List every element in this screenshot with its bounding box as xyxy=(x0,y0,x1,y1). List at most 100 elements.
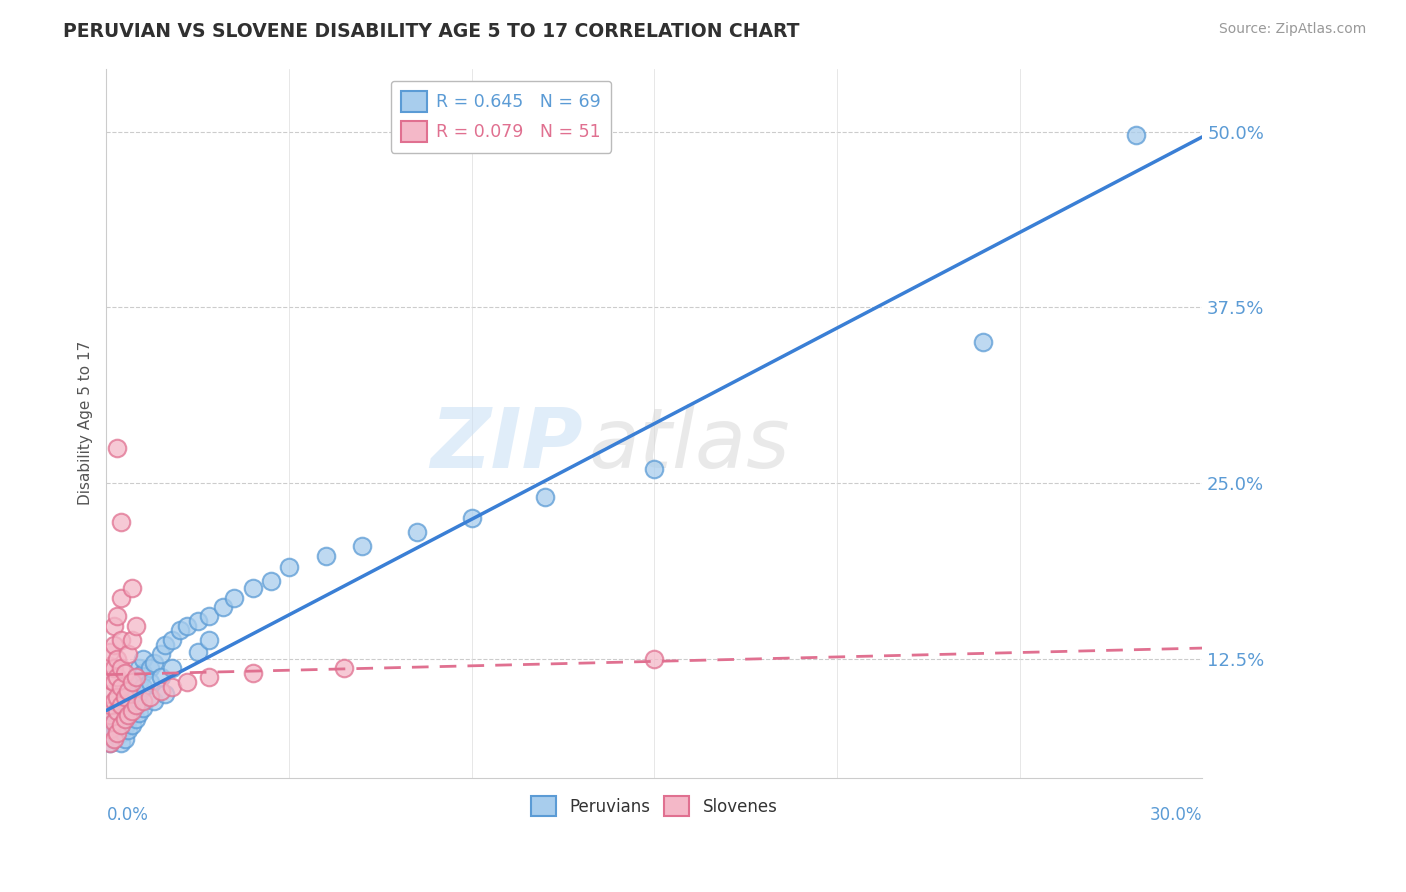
Point xyxy=(212,599,235,614)
Point xyxy=(110,717,132,731)
Point xyxy=(98,736,121,750)
Point xyxy=(139,690,162,704)
Point xyxy=(150,684,173,698)
Point xyxy=(117,700,139,714)
Point xyxy=(107,726,129,740)
Point xyxy=(139,675,162,690)
Point xyxy=(98,658,121,673)
Point xyxy=(98,673,121,687)
Point xyxy=(224,591,246,606)
Point xyxy=(114,712,136,726)
Point xyxy=(98,644,121,658)
Text: 30.0%: 30.0% xyxy=(1150,806,1202,824)
Point xyxy=(132,700,155,714)
Point xyxy=(125,698,148,712)
Point xyxy=(117,684,139,698)
Point xyxy=(107,441,129,455)
Point xyxy=(160,680,183,694)
Point xyxy=(107,704,129,718)
Point xyxy=(98,687,121,701)
Point xyxy=(125,712,148,726)
Point xyxy=(98,736,121,750)
Point xyxy=(110,680,132,694)
Point xyxy=(117,712,139,726)
Point xyxy=(278,560,301,574)
Point xyxy=(132,694,155,708)
Point xyxy=(117,707,139,722)
Point xyxy=(114,690,136,704)
Point xyxy=(197,609,219,624)
Point xyxy=(121,704,143,718)
Point xyxy=(98,729,121,743)
Point xyxy=(103,714,125,729)
Legend: Peruvians, Slovenes: Peruvians, Slovenes xyxy=(524,789,785,823)
Point xyxy=(125,698,148,712)
Point xyxy=(242,582,264,596)
Point xyxy=(103,675,125,690)
Text: Source: ZipAtlas.com: Source: ZipAtlas.com xyxy=(1219,22,1367,37)
Point xyxy=(160,661,183,675)
Point xyxy=(110,726,132,740)
Point xyxy=(160,633,183,648)
Point xyxy=(114,665,136,680)
Point xyxy=(125,687,148,701)
Point xyxy=(150,648,173,662)
Point xyxy=(114,731,136,746)
Point xyxy=(187,614,209,628)
Point xyxy=(107,712,129,726)
Point xyxy=(150,670,173,684)
Text: 0.0%: 0.0% xyxy=(107,806,149,824)
Text: PERUVIAN VS SLOVENE DISABILITY AGE 5 TO 17 CORRELATION CHART: PERUVIAN VS SLOVENE DISABILITY AGE 5 TO … xyxy=(63,22,800,41)
Point xyxy=(643,462,665,476)
Point xyxy=(117,690,139,704)
Point xyxy=(110,661,132,675)
Point xyxy=(187,644,209,658)
Point xyxy=(110,633,132,648)
Point xyxy=(142,656,165,670)
Point xyxy=(169,624,191,638)
Point xyxy=(103,731,125,746)
Point xyxy=(103,724,125,739)
Point xyxy=(197,633,219,648)
Text: atlas: atlas xyxy=(589,404,790,485)
Point xyxy=(128,706,150,721)
Point xyxy=(98,726,121,740)
Point xyxy=(121,694,143,708)
Point xyxy=(103,731,125,746)
Point xyxy=(103,661,125,675)
Point xyxy=(333,661,356,675)
Point xyxy=(139,661,162,675)
Point xyxy=(107,722,129,736)
Point xyxy=(260,574,283,589)
Point xyxy=(315,549,337,563)
Point xyxy=(1125,128,1147,142)
Point xyxy=(972,335,994,350)
Point xyxy=(107,651,129,665)
Point xyxy=(125,619,148,633)
Point xyxy=(132,680,155,694)
Point xyxy=(110,698,132,712)
Point xyxy=(533,490,555,504)
Point xyxy=(110,736,132,750)
Point xyxy=(110,717,132,731)
Text: ZIP: ZIP xyxy=(430,404,583,485)
Point xyxy=(103,694,125,708)
Point xyxy=(98,707,121,722)
Point xyxy=(128,694,150,708)
Point xyxy=(132,651,155,665)
Point xyxy=(176,675,198,690)
Point xyxy=(197,670,219,684)
Point xyxy=(110,516,132,530)
Point xyxy=(107,707,129,722)
Y-axis label: Disability Age 5 to 17: Disability Age 5 to 17 xyxy=(79,341,93,506)
Point xyxy=(142,694,165,708)
Point xyxy=(114,698,136,712)
Point xyxy=(103,717,125,731)
Point xyxy=(110,591,132,606)
Point xyxy=(114,707,136,722)
Point xyxy=(107,729,129,743)
Point xyxy=(132,665,155,680)
Point xyxy=(107,670,129,684)
Point xyxy=(121,582,143,596)
Point xyxy=(98,722,121,736)
